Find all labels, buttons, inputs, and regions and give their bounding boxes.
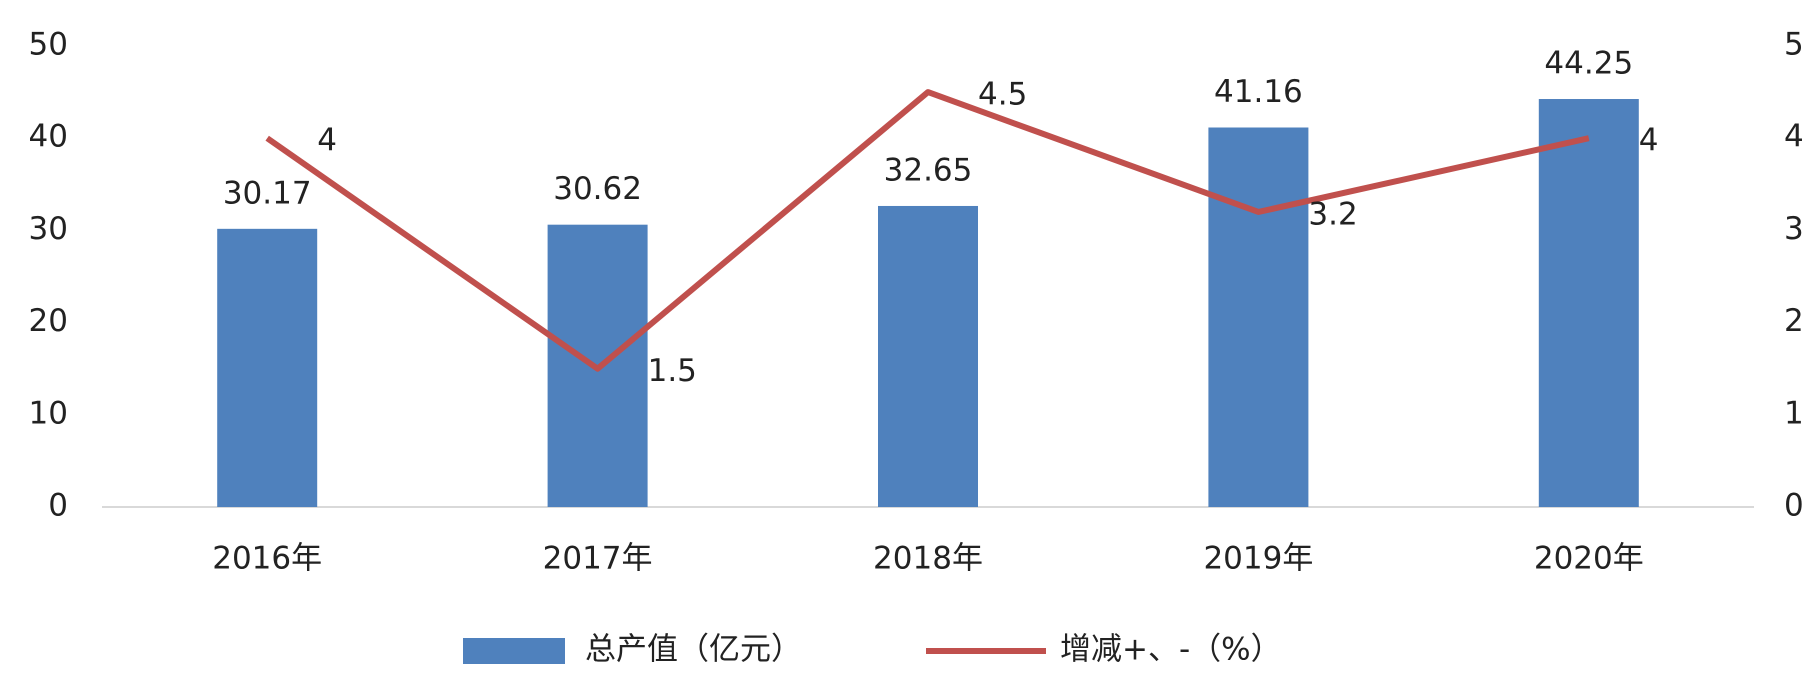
legend-swatch	[463, 638, 565, 664]
bar	[217, 228, 318, 508]
y-tick-label: 20	[29, 303, 68, 339]
x-tick-label: 2018年	[873, 541, 983, 577]
y-tick-label: 50	[29, 27, 68, 63]
y-tick-label: 0	[48, 488, 68, 524]
line-value-label: 3.2	[1308, 196, 1357, 232]
y-tick-label: 30	[29, 211, 68, 247]
y-tick-label: 40	[29, 119, 68, 155]
legend-label: 增减+、-（%）	[1060, 632, 1282, 668]
y2-tick-label: 5	[1784, 27, 1804, 63]
x-tick-label: 2020年	[1534, 541, 1644, 577]
bar-value-label: 30.17	[223, 175, 312, 211]
bar	[878, 205, 978, 508]
bar-value-label: 32.65	[884, 152, 973, 188]
y2-tick-label: 3	[1784, 211, 1804, 247]
x-tick-label: 2016年	[212, 541, 322, 577]
bar	[1538, 99, 1639, 507]
line-value-label: 4	[317, 123, 337, 159]
y2-tick-label: 2	[1784, 303, 1804, 339]
x-tick-label: 2019年	[1203, 541, 1313, 577]
y-tick-label: 10	[29, 395, 68, 431]
bar-value-label: 41.16	[1214, 74, 1303, 110]
y2-tick-label: 0	[1784, 488, 1804, 524]
line-value-label: 4	[1639, 123, 1659, 159]
legend-label: 总产值（亿元）	[585, 632, 802, 668]
y2-tick-label: 4	[1784, 119, 1804, 155]
x-tick-label: 2017年	[543, 541, 653, 577]
bar-value-label: 44.25	[1544, 46, 1633, 82]
y2-tick-label: 1	[1784, 395, 1804, 431]
bar	[1208, 127, 1309, 508]
line-value-label: 4.5	[978, 77, 1027, 113]
bar-value-label: 30.62	[553, 171, 642, 207]
line-series	[265, 89, 1590, 372]
line-value-label: 1.5	[648, 353, 697, 389]
